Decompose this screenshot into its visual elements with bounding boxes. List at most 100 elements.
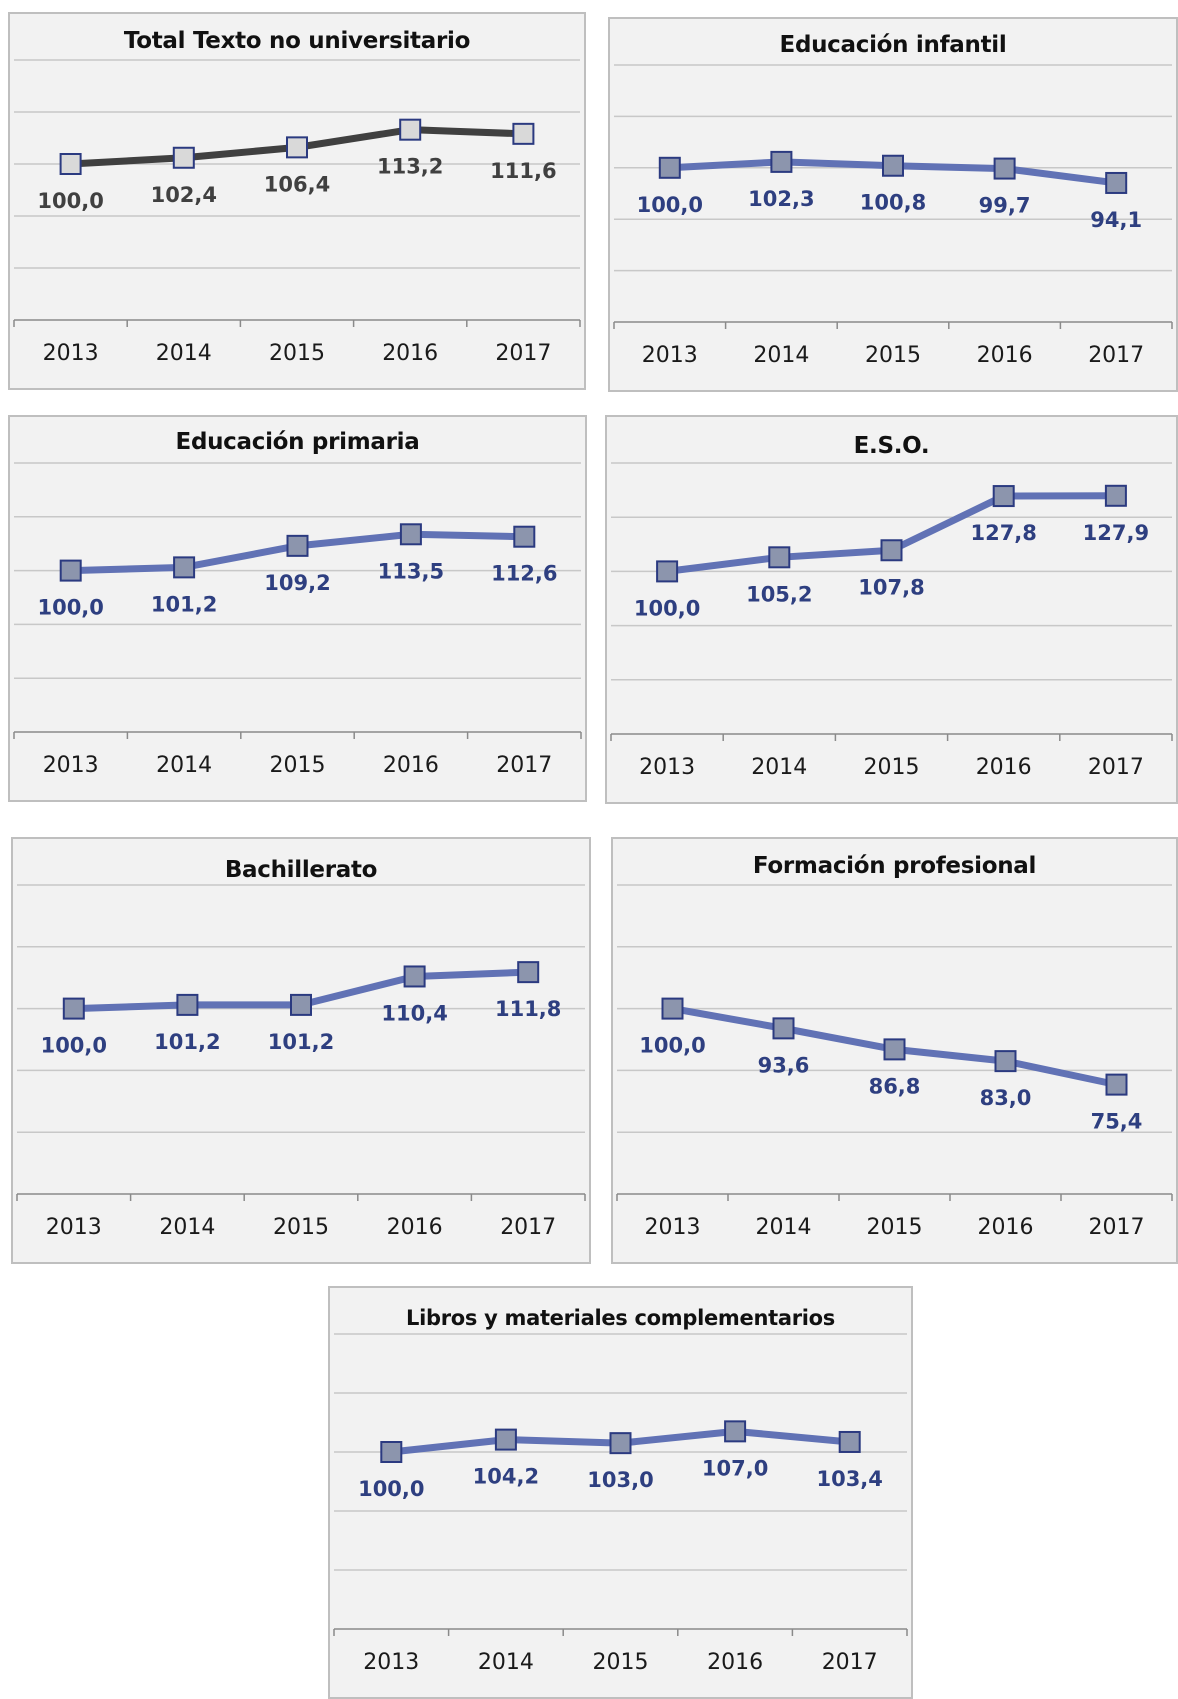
data-point — [399, 118, 422, 141]
x-tick-label: 2016 — [978, 1215, 1034, 1240]
data-point — [517, 961, 540, 984]
data-point — [399, 523, 422, 546]
data-label: 106,4 — [264, 172, 330, 196]
chart-title-infantil: Educación infantil — [779, 32, 1007, 58]
data-point — [286, 136, 308, 159]
data-label: 100,0 — [634, 596, 700, 620]
chart-title-total: Total Texto no universitario — [123, 28, 471, 54]
data-point — [173, 556, 196, 579]
x-tick-label: 2013 — [639, 755, 695, 780]
x-tick-label: 2015 — [867, 1215, 923, 1240]
chart-title-fp: Formación profesional — [752, 853, 1037, 879]
chart-panel-fp: Formación profesional 2013 2014 2015 2016 20… — [611, 837, 1178, 1264]
data-point — [656, 560, 679, 583]
x-tick-label: 2014 — [159, 1215, 215, 1240]
data-label: 103,0 — [587, 1468, 653, 1492]
x-tick-label: 2015 — [865, 343, 921, 368]
x-tick-label: 2013 — [642, 343, 698, 368]
chart-panel-libros: Libros y materiales complementarios 2013… — [328, 1286, 913, 1699]
x-tick-label: 2015 — [864, 755, 920, 780]
x-tick-label: 2017 — [500, 1215, 556, 1240]
data-label: 127,8 — [970, 521, 1036, 545]
x-tick-label: 2014 — [753, 343, 809, 368]
data-point — [380, 1441, 403, 1463]
data-point — [290, 993, 312, 1016]
data-label: 111,6 — [490, 159, 556, 183]
chart-plot-total: 2013 2014 2015 2016 2017 100,0 102,4 106,4 113,2… — [13, 59, 581, 366]
data-label: 100,0 — [37, 189, 103, 213]
data-label: 112,6 — [491, 562, 557, 586]
data-point — [724, 1420, 747, 1443]
data-label: 113,5 — [378, 559, 444, 583]
data-label: 107,8 — [858, 575, 924, 599]
x-tick-label: 2016 — [707, 1650, 763, 1675]
data-point — [883, 1038, 906, 1061]
x-tick-label: 2017 — [1088, 343, 1144, 368]
data-label: 75,4 — [1091, 1110, 1143, 1134]
x-tick-label: 2015 — [269, 341, 325, 366]
data-label: 104,2 — [473, 1465, 539, 1489]
data-label: 105,2 — [746, 582, 812, 606]
data-point — [992, 485, 1015, 508]
chart-plot-libros: 2013 2014 2015 2016 2017 100,0 104,2 103,0 107,0… — [333, 1333, 908, 1675]
data-label: 86,8 — [869, 1074, 921, 1098]
x-tick-label: 2016 — [382, 341, 438, 366]
x-tick-label: 2014 — [751, 755, 807, 780]
data-point — [1105, 171, 1128, 194]
data-label: 107,0 — [702, 1456, 768, 1480]
x-tick-label: 2013 — [46, 1215, 102, 1240]
data-point — [494, 1428, 517, 1451]
data-point — [661, 997, 684, 1020]
data-point — [512, 122, 535, 145]
chart-panel-bachillerato: Bachillerato 2013 2014 2015 2016 2017 100,0 10… — [11, 837, 591, 1264]
data-point — [880, 539, 903, 562]
data-label: 109,2 — [264, 571, 330, 595]
data-point — [609, 1432, 632, 1455]
data-point — [772, 1017, 795, 1040]
data-point — [62, 997, 85, 1020]
chart-panel-eso: E.S.O. 2013 2014 2015 2016 2017 100,0 105,2 107… — [605, 415, 1178, 804]
chart-plot-bachillerato: 2013 2014 2015 2016 2017 100,0 101,2 101,2 110,4… — [16, 884, 586, 1240]
data-point — [770, 150, 793, 173]
data-label: 100,0 — [37, 596, 103, 620]
data-point — [1105, 1073, 1128, 1096]
data-point — [59, 153, 82, 175]
data-label: 100,8 — [860, 191, 926, 215]
x-tick-label: 2016 — [383, 753, 439, 778]
data-label: 101,2 — [154, 1030, 220, 1054]
x-tick-label: 2017 — [496, 753, 552, 778]
data-label: 93,6 — [758, 1053, 810, 1077]
chart-plot-fp: 2013 2014 2015 2016 2017 100,0 93,6 86,8 83,0 75,… — [616, 884, 1173, 1240]
data-label: 110,4 — [381, 1001, 447, 1025]
data-label: 101,2 — [268, 1030, 334, 1054]
data-point — [59, 559, 82, 582]
data-label: 94,1 — [1090, 208, 1142, 232]
x-tick-label: 2015 — [593, 1650, 649, 1675]
data-label: 99,7 — [979, 194, 1031, 218]
data-point — [993, 157, 1016, 180]
data-label: 101,2 — [151, 592, 217, 616]
x-tick-label: 2017 — [1089, 1215, 1145, 1240]
data-label: 102,4 — [151, 183, 217, 207]
x-tick-label: 2013 — [645, 1215, 701, 1240]
x-tick-label: 2015 — [273, 1215, 329, 1240]
data-point — [658, 156, 681, 179]
data-point — [882, 154, 904, 177]
x-tick-label: 2017 — [495, 341, 551, 366]
data-point — [172, 146, 195, 169]
data-label: 83,0 — [980, 1086, 1032, 1110]
x-tick-label: 2017 — [822, 1650, 878, 1675]
x-tick-label: 2016 — [977, 343, 1033, 368]
data-label: 113,2 — [377, 155, 443, 179]
chart-plot-primaria: 2013 2014 2015 2016 2017 100,0 101,2 109,2 113,5… — [13, 462, 582, 778]
x-tick-label: 2013 — [363, 1650, 419, 1675]
chart-panel-infantil: Educación infantil 2013 2014 2015 2016 2017 1… — [608, 17, 1178, 392]
chart-panel-primaria: Educación primaria 2013 2014 2015 2016 2017 1… — [8, 415, 587, 802]
chart-title-bachillerato: Bachillerato — [224, 857, 378, 883]
data-point — [403, 965, 426, 988]
x-tick-label: 2014 — [156, 341, 212, 366]
data-label: 103,4 — [816, 1467, 882, 1491]
x-tick-label: 2014 — [156, 753, 212, 778]
x-tick-label: 2014 — [478, 1650, 534, 1675]
data-point — [994, 1050, 1017, 1073]
